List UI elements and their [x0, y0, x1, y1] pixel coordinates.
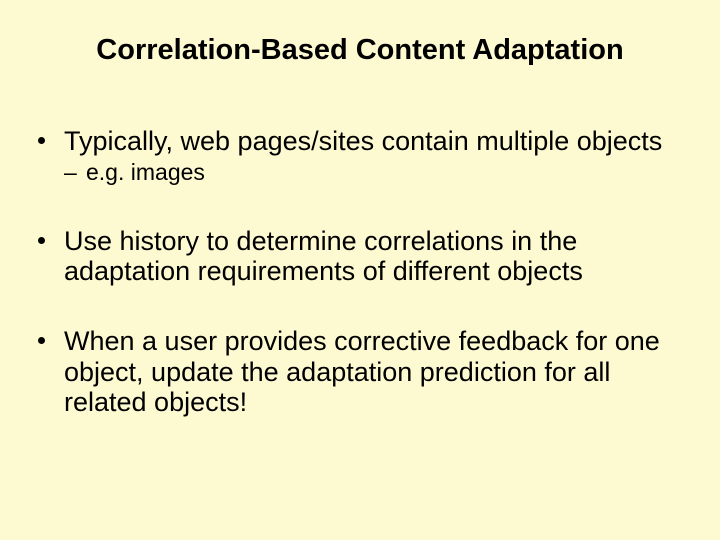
bullet-list: Typically, web pages/sites contain multi… — [38, 126, 690, 417]
list-item: – e.g. images — [64, 160, 690, 186]
bullet-dot-icon — [38, 137, 45, 144]
dash-icon: – — [64, 160, 77, 186]
bullet-dot-icon — [38, 237, 45, 244]
bullet-dot-icon — [38, 337, 45, 344]
sub-bullet-text: e.g. images — [86, 159, 205, 185]
bullet-text: When a user provides corrective feedback… — [64, 326, 660, 416]
slide-title: Correlation-Based Content Adaptation — [0, 34, 720, 67]
sub-list: – e.g. images — [64, 160, 690, 186]
list-item: When a user provides corrective feedback… — [38, 326, 690, 417]
bullet-text: Typically, web pages/sites contain multi… — [64, 126, 662, 156]
slide: Correlation-Based Content Adaptation Typ… — [0, 0, 720, 540]
bullet-text: Use history to determine correlations in… — [64, 226, 583, 286]
list-item: Use history to determine correlations in… — [38, 226, 690, 286]
list-item: Typically, web pages/sites contain multi… — [38, 126, 690, 186]
